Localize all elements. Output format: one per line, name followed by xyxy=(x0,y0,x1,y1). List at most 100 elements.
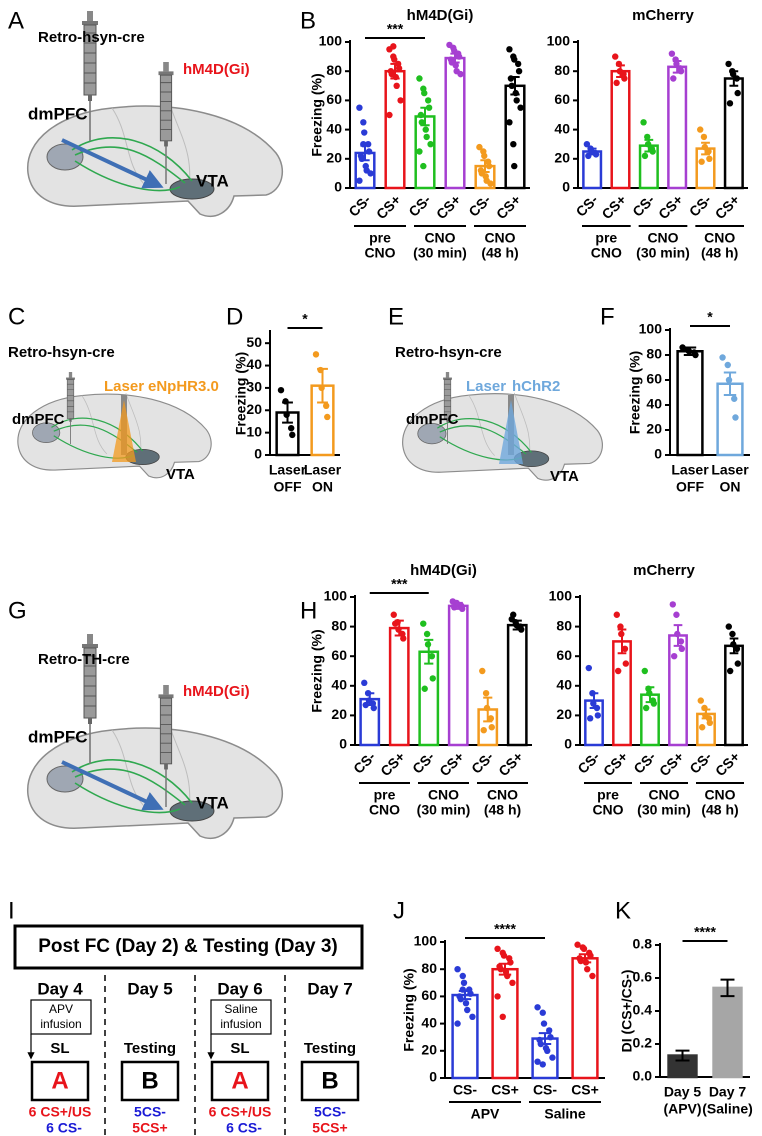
data-point xyxy=(459,986,466,993)
schematic-g: Retro-TH-cre hM4D(Gi) dmPFC VTA xyxy=(26,633,284,840)
data-point xyxy=(544,1047,551,1055)
data-point xyxy=(417,111,425,119)
data-point xyxy=(547,1034,554,1041)
y-tick-label: 0 xyxy=(339,736,347,752)
data-point xyxy=(618,630,625,638)
target-label: VTA xyxy=(166,466,195,483)
group-label: (48 h) xyxy=(481,245,518,261)
bar xyxy=(668,634,688,747)
x-tick-label: CS+ xyxy=(493,191,524,222)
group-label: (48 h) xyxy=(701,802,738,818)
y-tick-label: 60 xyxy=(646,371,662,387)
panel-letter: J xyxy=(393,897,405,924)
y-tick-label: 0 xyxy=(254,446,262,462)
data-point xyxy=(589,690,596,697)
session-label: SL xyxy=(230,1040,249,1057)
data-point xyxy=(386,111,393,119)
group-label: (30 min) xyxy=(413,245,467,261)
y-tick-label: 40 xyxy=(554,120,570,136)
data-point xyxy=(511,56,518,63)
trial-label: 6 CS- xyxy=(226,1120,262,1136)
data-point xyxy=(483,704,491,712)
bar xyxy=(418,650,440,747)
data-point xyxy=(488,724,495,731)
context-label: B xyxy=(141,1067,158,1094)
data-point xyxy=(706,155,713,162)
x-tick-label: Laser xyxy=(671,462,709,478)
data-point xyxy=(615,60,623,68)
data-point xyxy=(650,700,658,707)
bar-chart: hM4D(Gi)Freezing (%)020406080100CS-CS+CS… xyxy=(309,562,532,818)
y-axis-label: Freezing (%) xyxy=(309,629,325,712)
laser-label: Laser xyxy=(466,378,506,395)
data-point xyxy=(621,645,629,652)
panel-letter: D xyxy=(226,303,243,330)
data-point xyxy=(701,143,708,151)
bar xyxy=(610,69,631,190)
bar xyxy=(667,65,688,190)
y-axis-label: Freezing (%) xyxy=(309,73,325,156)
x-tick-label: (APV) xyxy=(663,1101,701,1117)
data-point xyxy=(674,630,681,638)
data-point xyxy=(312,351,320,358)
protocol-title: Post FC (Day 2) & Testing (Day 3) xyxy=(38,936,337,957)
x-tick-label: Day 5 xyxy=(664,1084,702,1100)
data-point xyxy=(546,1027,553,1034)
y-tick-label: 80 xyxy=(326,62,342,78)
y-tick-label: 20 xyxy=(421,1042,437,1058)
infusion-label: infusion xyxy=(220,1017,261,1031)
data-point xyxy=(390,43,397,50)
y-tick-label: 40 xyxy=(556,677,572,693)
context-box xyxy=(30,1060,90,1102)
x-tick-label: CS+ xyxy=(373,191,404,222)
infusion-label: APV xyxy=(49,1002,73,1016)
data-point xyxy=(734,89,741,97)
data-point xyxy=(732,414,739,421)
group-label: CNO xyxy=(487,787,518,803)
data-point xyxy=(697,697,704,704)
x-tick-label: Laser xyxy=(269,462,307,478)
trial-label: 5CS+ xyxy=(132,1120,167,1136)
y-tick-label: 0.0 xyxy=(633,1068,653,1084)
group-label: (48 h) xyxy=(484,802,521,818)
data-point xyxy=(679,344,686,351)
data-point xyxy=(705,148,712,155)
x-tick-label: CS- xyxy=(405,191,434,220)
virus-label: eNpHR3.0 xyxy=(148,378,219,395)
data-point xyxy=(510,141,517,148)
context-label: B xyxy=(321,1067,338,1094)
data-point xyxy=(734,660,742,667)
data-point xyxy=(678,645,686,652)
vector-label: Retro-TH-cre xyxy=(38,651,130,668)
x-tick-label: CS+ xyxy=(600,748,631,779)
data-point xyxy=(455,53,463,60)
source-label: dmPFC xyxy=(28,104,88,123)
significance-label: *** xyxy=(391,576,408,592)
data-point xyxy=(698,724,706,731)
source-label: dmPFC xyxy=(12,411,65,428)
data-point xyxy=(507,959,514,966)
y-tick-label: 20 xyxy=(646,421,662,437)
x-tick-label: CS+ xyxy=(377,748,408,779)
y-tick-label: 0.8 xyxy=(633,936,653,952)
context-label: A xyxy=(231,1067,248,1094)
data-point xyxy=(539,1009,546,1016)
data-point xyxy=(499,1013,506,1020)
data-point xyxy=(549,1054,556,1061)
y-axis-label: Freezing (%) xyxy=(627,351,643,434)
data-point xyxy=(640,119,647,126)
data-point xyxy=(582,959,590,966)
data-point xyxy=(360,141,367,148)
panel-letter: E xyxy=(388,303,404,330)
group-label: CNO xyxy=(369,802,400,818)
day-label: Day 6 xyxy=(217,979,262,998)
data-point xyxy=(397,97,404,104)
data-point xyxy=(487,180,494,187)
data-point xyxy=(614,667,622,675)
data-point xyxy=(282,398,289,405)
data-point xyxy=(356,104,363,111)
data-point xyxy=(459,972,466,980)
data-point xyxy=(733,75,741,82)
x-tick-label: (Saline) xyxy=(702,1101,753,1117)
